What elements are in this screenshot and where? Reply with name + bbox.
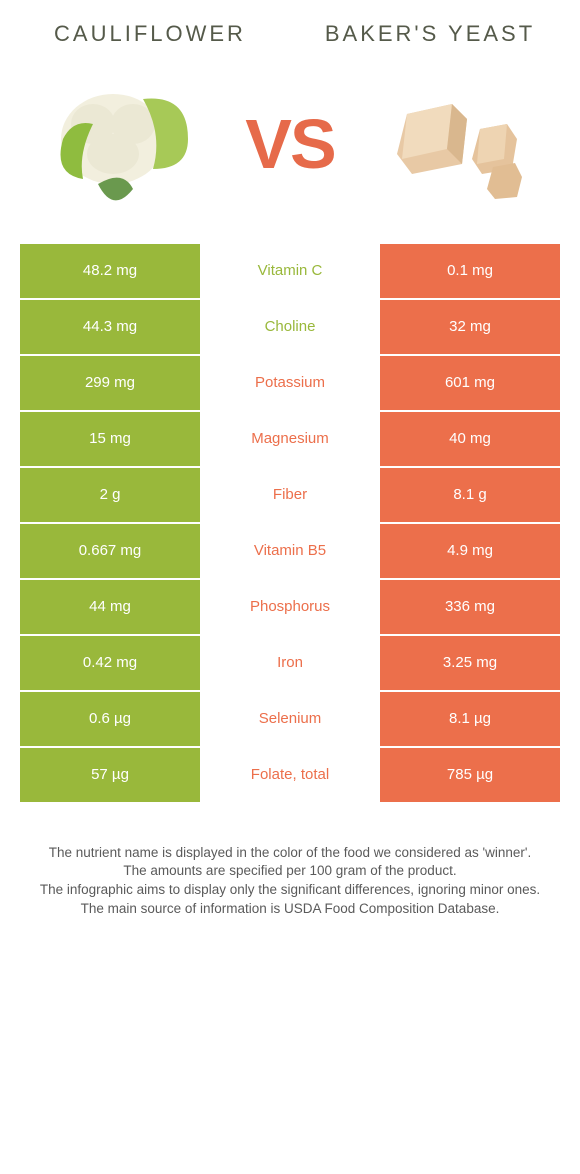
nutrient-row: 0.667 mgVitamin B54.9 mg xyxy=(20,524,560,580)
nutrient-name-cell: Selenium xyxy=(200,692,380,748)
right-value-cell: 32 mg xyxy=(380,300,560,356)
nutrient-row: 48.2 mgVitamin C0.1 mg xyxy=(20,244,560,300)
footnote-line: The amounts are specified per 100 gram o… xyxy=(30,862,550,881)
right-food-title: Baker's Yeast xyxy=(290,20,570,49)
nutrient-table: 48.2 mgVitamin C0.1 mg44.3 mgCholine32 m… xyxy=(20,244,560,804)
nutrient-name-cell: Phosphorus xyxy=(200,580,380,636)
right-value-cell: 785 µg xyxy=(380,748,560,804)
cauliflower-icon xyxy=(38,69,208,219)
left-value-cell: 299 mg xyxy=(20,356,200,412)
nutrient-row: 15 mgMagnesium40 mg xyxy=(20,412,560,468)
nutrient-name-cell: Folate, total xyxy=(200,748,380,804)
nutrient-name-cell: Magnesium xyxy=(200,412,380,468)
footnote-line: The infographic aims to display only the… xyxy=(30,881,550,900)
right-value-cell: 0.1 mg xyxy=(380,244,560,300)
nutrient-name-cell: Fiber xyxy=(200,468,380,524)
left-value-cell: 44 mg xyxy=(20,580,200,636)
nutrient-row: 0.6 µgSelenium8.1 µg xyxy=(20,692,560,748)
right-value-cell: 8.1 µg xyxy=(380,692,560,748)
nutrient-row: 57 µgFolate, total785 µg xyxy=(20,748,560,804)
right-value-cell: 601 mg xyxy=(380,356,560,412)
right-value-cell: 8.1 g xyxy=(380,468,560,524)
footnotes: The nutrient name is displayed in the co… xyxy=(30,844,550,920)
right-value-cell: 336 mg xyxy=(380,580,560,636)
left-food-image xyxy=(38,69,208,219)
left-value-cell: 0.42 mg xyxy=(20,636,200,692)
right-food-image xyxy=(372,69,542,219)
left-value-cell: 57 µg xyxy=(20,748,200,804)
nutrient-name-cell: Vitamin C xyxy=(200,244,380,300)
right-value-cell: 4.9 mg xyxy=(380,524,560,580)
footnote-line: The main source of information is USDA F… xyxy=(30,900,550,919)
left-value-cell: 0.6 µg xyxy=(20,692,200,748)
footnote-line: The nutrient name is displayed in the co… xyxy=(30,844,550,863)
right-value-cell: 40 mg xyxy=(380,412,560,468)
nutrient-row: 299 mgPotassium601 mg xyxy=(20,356,560,412)
left-value-cell: 48.2 mg xyxy=(20,244,200,300)
nutrient-row: 44.3 mgCholine32 mg xyxy=(20,300,560,356)
nutrient-name-cell: Potassium xyxy=(200,356,380,412)
nutrient-row: 2 gFiber8.1 g xyxy=(20,468,560,524)
nutrient-row: 0.42 mgIron3.25 mg xyxy=(20,636,560,692)
yeast-icon xyxy=(372,69,542,219)
nutrient-row: 44 mgPhosphorus336 mg xyxy=(20,580,560,636)
left-value-cell: 15 mg xyxy=(20,412,200,468)
left-value-cell: 44.3 mg xyxy=(20,300,200,356)
title-row: Cauliflower Baker's Yeast xyxy=(0,0,580,59)
nutrient-name-cell: Iron xyxy=(200,636,380,692)
comparison-infographic: Cauliflower Baker's Yeast VS xyxy=(0,0,580,1174)
left-value-cell: 0.667 mg xyxy=(20,524,200,580)
vs-label: VS xyxy=(245,104,334,184)
right-value-cell: 3.25 mg xyxy=(380,636,560,692)
images-row: VS xyxy=(0,59,580,244)
nutrient-name-cell: Vitamin B5 xyxy=(200,524,380,580)
left-value-cell: 2 g xyxy=(20,468,200,524)
left-food-title: Cauliflower xyxy=(10,20,290,49)
nutrient-name-cell: Choline xyxy=(200,300,380,356)
